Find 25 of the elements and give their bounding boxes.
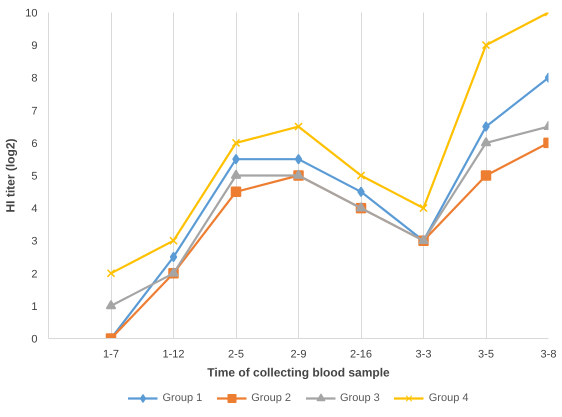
legend-label: Group 2 — [251, 392, 291, 404]
legend-label: Group 4 — [428, 392, 468, 404]
x-tick-label: 1-7 — [103, 348, 119, 360]
y-tick-label: 5 — [31, 170, 38, 182]
x-tick-label: 3-3 — [416, 348, 432, 360]
y-axis-title: HI titer (log2) — [3, 138, 18, 212]
x-tick-label: 1-12 — [162, 348, 185, 360]
y-tick-label: 9 — [31, 40, 38, 52]
y-tick-label: 6 — [31, 138, 38, 150]
x-axis-title: Time of collecting blood sample — [207, 366, 390, 380]
x-tick-label: 3-5 — [478, 348, 494, 360]
y-tick-label: 1 — [31, 300, 38, 313]
y-tick-label: 4 — [31, 203, 38, 216]
y-tick-label: 10 — [25, 8, 38, 20]
x-tick-label: 2-16 — [350, 348, 372, 360]
y-tick-label: 2 — [31, 268, 38, 280]
legend-label: Group 3 — [340, 392, 380, 404]
x-tick-label: 2-9 — [290, 348, 306, 360]
y-tick-label: 0 — [31, 334, 38, 346]
x-tick-label: 3-8 — [540, 348, 556, 360]
y-tick-label: 7 — [31, 105, 38, 118]
x-tick-label: 2-5 — [228, 348, 244, 360]
y-tick-label: 8 — [31, 72, 38, 85]
legend-label: Group 1 — [162, 392, 202, 404]
y-tick-label: 3 — [31, 236, 38, 248]
